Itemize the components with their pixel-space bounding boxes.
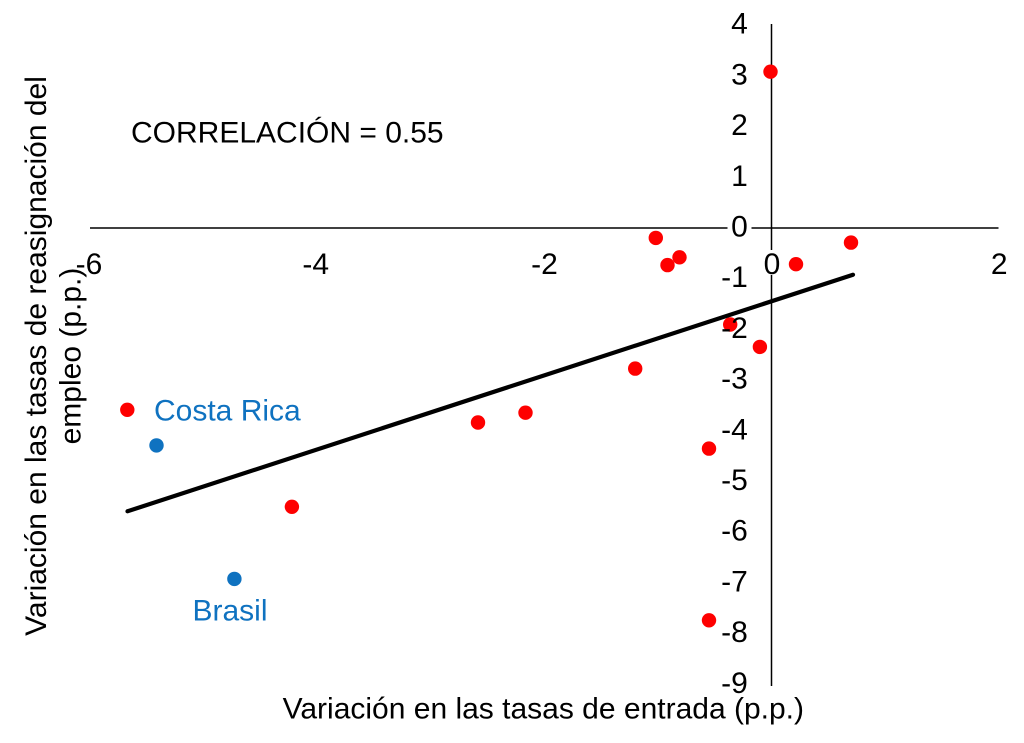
- svg-text:1: 1: [731, 160, 748, 193]
- svg-text:-6: -6: [721, 515, 748, 548]
- svg-text:0: 0: [731, 211, 748, 244]
- svg-text:-4: -4: [302, 248, 329, 281]
- svg-text:-4: -4: [721, 413, 748, 446]
- svg-text:Variación en las tasas de entr: Variación en las tasas de entrada (p.p.): [283, 692, 804, 725]
- svg-text:-2: -2: [531, 248, 558, 281]
- svg-text:-6: -6: [76, 248, 103, 281]
- svg-text:CORRELACIÓN = 0.55: CORRELACIÓN = 0.55: [131, 117, 444, 150]
- svg-text:3: 3: [731, 58, 748, 91]
- svg-text:-5: -5: [721, 464, 748, 497]
- svg-text:Costa Rica: Costa Rica: [154, 395, 301, 428]
- svg-text:2: 2: [731, 109, 748, 142]
- svg-text:-9: -9: [721, 667, 748, 700]
- svg-text:empleo (p.p.): empleo (p.p.): [55, 268, 88, 445]
- svg-text:Brasil: Brasil: [193, 594, 268, 627]
- svg-text:-1: -1: [721, 261, 748, 294]
- svg-text:2: 2: [991, 248, 1008, 281]
- svg-text:-2: -2: [721, 312, 748, 345]
- svg-text:-7: -7: [721, 565, 748, 598]
- svg-text:-3: -3: [721, 363, 748, 396]
- svg-text:0: 0: [764, 248, 781, 281]
- svg-text:-8: -8: [721, 616, 748, 649]
- svg-text:4: 4: [731, 8, 748, 41]
- svg-text:Variación en las tasas de reas: Variación en las tasas de reasignación d…: [20, 76, 53, 636]
